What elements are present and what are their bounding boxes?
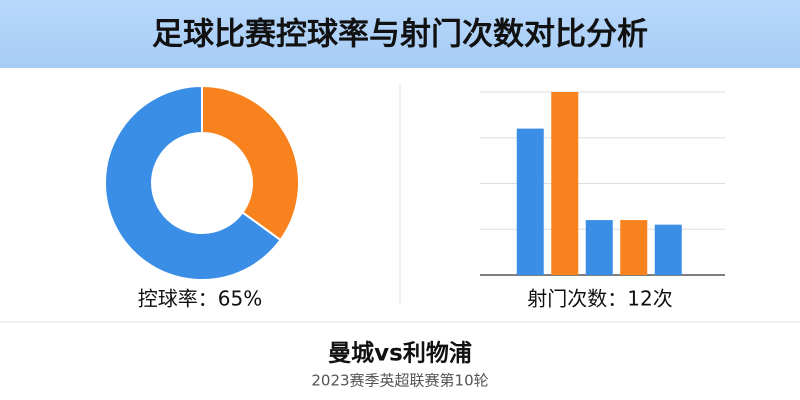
bar — [551, 92, 579, 275]
pie-slice — [104, 84, 282, 281]
bar — [516, 128, 544, 275]
header-band — [0, 0, 800, 68]
pie-caption: 控球率：65% — [138, 287, 262, 311]
title: 足球比赛控球率与射门次数对比分析 — [152, 17, 648, 53]
bar — [585, 220, 613, 275]
match-subtitle: 2023赛季英超联赛第10轮 — [311, 372, 488, 390]
bar — [654, 224, 682, 275]
match-title: 曼城vs利物浦 — [328, 340, 472, 367]
bar — [620, 220, 648, 275]
pie-slice — [201, 84, 300, 242]
bar-caption: 射门次数：12次 — [527, 287, 672, 311]
